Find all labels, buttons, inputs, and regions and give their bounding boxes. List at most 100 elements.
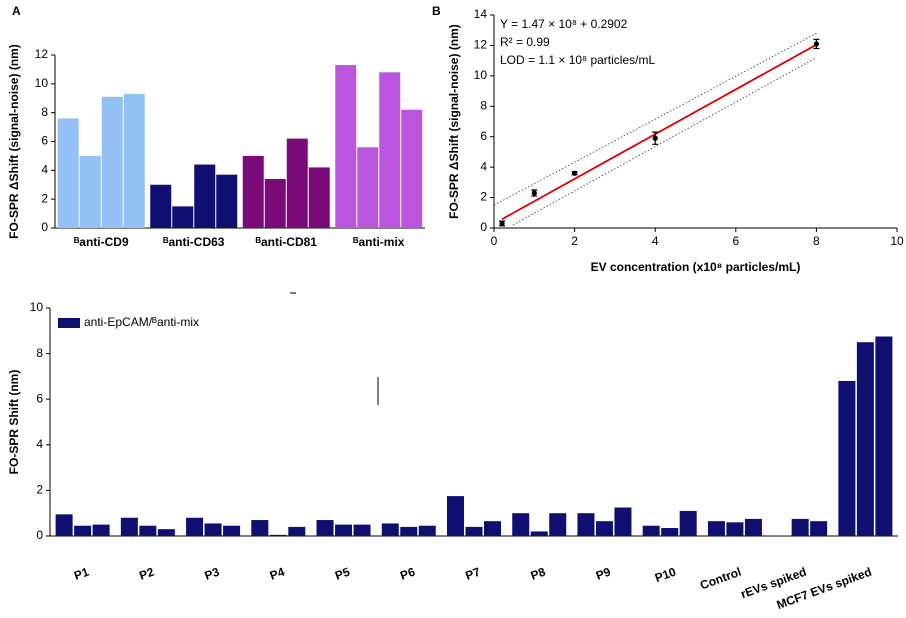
panel-label: A bbox=[12, 4, 21, 18]
bar bbox=[55, 514, 73, 536]
bar bbox=[744, 518, 762, 536]
x-tick-label: P2 bbox=[137, 565, 156, 583]
annotation: LOD = 1.1 × 10⁸ particles/mL bbox=[500, 53, 655, 67]
y-tick-label: 2 bbox=[41, 191, 48, 205]
y-tick-label: 2 bbox=[480, 190, 487, 204]
x-tick-label: ᴮanti-CD81 bbox=[256, 235, 318, 249]
bar bbox=[335, 65, 357, 228]
bar bbox=[661, 528, 679, 536]
y-axis-title: FO-SPR ΔShift (signal-noise) (nm) bbox=[7, 44, 21, 239]
bar bbox=[484, 521, 501, 536]
y-tick-label: 0 bbox=[480, 220, 487, 234]
data-point bbox=[531, 190, 537, 196]
fit-line bbox=[501, 43, 817, 220]
y-tick-label: 4 bbox=[36, 437, 43, 451]
bar bbox=[642, 525, 660, 536]
bar bbox=[418, 525, 436, 536]
bar bbox=[120, 517, 138, 536]
x-tick-label: ᴮanti-CD9 bbox=[74, 235, 129, 249]
bar bbox=[308, 167, 330, 228]
x-tick-label: P8 bbox=[529, 565, 548, 583]
data-point bbox=[813, 41, 820, 47]
y-axis-title: FO-SPR Shift (nm) bbox=[7, 370, 21, 475]
y-tick-label: 12 bbox=[35, 47, 49, 61]
bar bbox=[465, 526, 483, 536]
bar bbox=[139, 525, 157, 536]
data-point bbox=[652, 135, 658, 141]
bar bbox=[79, 155, 101, 228]
confidence-band bbox=[493, 32, 817, 206]
bar bbox=[74, 525, 92, 536]
bar bbox=[223, 525, 241, 536]
bar bbox=[381, 523, 399, 536]
y-tick-label: 14 bbox=[474, 7, 488, 21]
x-tick-label: P3 bbox=[203, 565, 222, 583]
annotation: Y = 1.47 × 10⁸ + 0.2902 bbox=[500, 17, 628, 31]
x-tick-label: 4 bbox=[652, 234, 659, 248]
bar bbox=[614, 507, 632, 536]
x-tick-label: P1 bbox=[72, 565, 91, 583]
y-tick-label: 8 bbox=[480, 98, 487, 112]
bar bbox=[101, 96, 123, 228]
bar bbox=[577, 513, 595, 536]
bar bbox=[264, 178, 286, 228]
legend-label: anti-EpCAM/ᴮanti-mix bbox=[84, 315, 199, 329]
bar bbox=[679, 510, 697, 536]
bar bbox=[512, 513, 530, 536]
x-tick-label: ᴮanti-mix bbox=[353, 235, 405, 249]
x-tick-label: 10 bbox=[890, 234, 904, 248]
bar bbox=[353, 524, 371, 536]
bar bbox=[186, 517, 204, 536]
bar bbox=[204, 523, 222, 536]
x-tick-label: ᴮanti-CD63 bbox=[163, 235, 225, 249]
bar bbox=[335, 524, 353, 536]
x-tick-label: 6 bbox=[732, 234, 739, 248]
data-point bbox=[499, 220, 505, 227]
y-tick-label: 6 bbox=[36, 391, 43, 405]
x-tick-label: 8 bbox=[813, 234, 820, 248]
y-tick-label: 6 bbox=[480, 129, 487, 143]
y-tick-label: 10 bbox=[30, 300, 44, 314]
bar bbox=[838, 380, 856, 536]
bar bbox=[810, 521, 828, 536]
y-tick-label: 0 bbox=[36, 528, 43, 542]
x-axis-title: EV concentration (x10⁸ particles/mL) bbox=[591, 260, 801, 274]
y-tick-label: 12 bbox=[474, 38, 488, 52]
x-tick-label: P9 bbox=[594, 565, 613, 583]
y-tick-label: 0 bbox=[41, 220, 48, 234]
y-tick-label: 2 bbox=[36, 483, 43, 497]
bar bbox=[172, 206, 194, 228]
bar bbox=[401, 109, 423, 228]
bar bbox=[447, 496, 464, 536]
bar bbox=[216, 174, 238, 228]
y-tick-label: 8 bbox=[41, 105, 48, 119]
bar bbox=[288, 526, 306, 536]
bar bbox=[251, 520, 269, 536]
bar bbox=[269, 534, 287, 536]
y-tick-label: 6 bbox=[41, 134, 48, 148]
bar bbox=[549, 513, 567, 536]
x-tick-label: 0 bbox=[491, 234, 498, 248]
y-tick-label: 4 bbox=[480, 159, 487, 173]
data-point bbox=[572, 170, 578, 176]
bar bbox=[791, 518, 809, 536]
x-tick-label: P4 bbox=[268, 565, 287, 583]
bar bbox=[595, 521, 613, 536]
bar bbox=[123, 93, 145, 228]
x-tick-label: P10 bbox=[653, 565, 678, 586]
bar bbox=[316, 520, 334, 536]
bar bbox=[286, 138, 308, 228]
y-tick-label: 8 bbox=[36, 346, 43, 360]
y-axis-title: FO-SPR ΔShift (signal-noise) (nm) bbox=[447, 24, 461, 219]
bar bbox=[856, 342, 874, 536]
bar bbox=[57, 118, 79, 228]
bar bbox=[150, 184, 172, 228]
x-tick-label: P7 bbox=[464, 565, 483, 583]
panel-label: B bbox=[432, 4, 441, 18]
bar bbox=[379, 72, 401, 228]
bar bbox=[157, 529, 175, 536]
bar bbox=[357, 147, 379, 228]
bar bbox=[242, 155, 264, 228]
bar bbox=[92, 524, 110, 536]
